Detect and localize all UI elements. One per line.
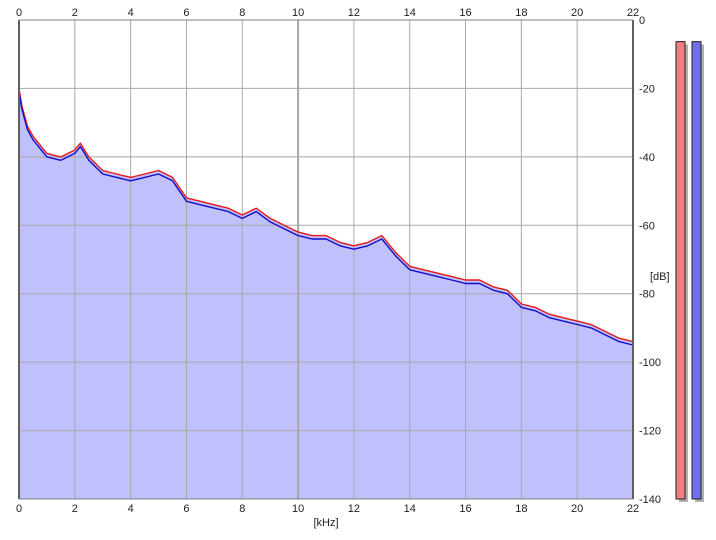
y-tick-label: -120 <box>639 426 661 438</box>
x-tick-label-bottom: 10 <box>292 503 304 515</box>
x-tick-label-top: 22 <box>627 7 639 19</box>
y-axis-label: [dB] <box>650 271 670 283</box>
x-tick-label-top: 4 <box>128 7 134 19</box>
series-group <box>18 88 634 346</box>
x-tick-label-top: 6 <box>183 7 189 19</box>
x-axis-label: [kHz] <box>313 517 338 529</box>
x-tick-label-top: 12 <box>348 7 360 19</box>
x-tick-label-bottom: 6 <box>183 503 189 515</box>
level-meter-2 <box>691 41 702 500</box>
x-tick-label-top: 18 <box>515 7 527 19</box>
y-tick-label: -40 <box>639 152 655 164</box>
x-tick-label-top: 14 <box>404 7 416 19</box>
x-tick-label-bottom: 8 <box>239 503 245 515</box>
x-tick-label-top: 8 <box>239 7 245 19</box>
y-tick-label: -140 <box>639 494 661 506</box>
x-tick-label-bottom: 4 <box>128 503 134 515</box>
level-meters <box>675 41 704 503</box>
x-tick-label-bottom: 22 <box>627 503 639 515</box>
y-tick-label: 0 <box>639 15 645 27</box>
x-tick-label-bottom: 20 <box>571 503 583 515</box>
x-tick-label-bottom: 12 <box>348 503 360 515</box>
y-tick-label: -20 <box>639 83 655 95</box>
axes: 002244668810101212141416161818202022220-… <box>16 7 661 515</box>
x-tick-label-bottom: 18 <box>515 503 527 515</box>
x-tick-label-top: 20 <box>571 7 583 19</box>
plot-area <box>19 20 633 500</box>
y-tick-label: -100 <box>639 357 661 369</box>
level-meter-1 <box>675 41 686 500</box>
x-tick-label-bottom: 2 <box>72 503 78 515</box>
x-tick-label-top: 10 <box>292 7 304 19</box>
x-tick-label-top: 2 <box>72 7 78 19</box>
series-line-2 <box>18 91 634 346</box>
y-tick-label: -80 <box>639 289 655 301</box>
x-tick-label-bottom: 14 <box>404 503 416 515</box>
y-tick-label: -60 <box>639 220 655 232</box>
series-line-1 <box>18 88 634 343</box>
x-tick-label-bottom: 0 <box>16 503 22 515</box>
x-tick-label-top: 16 <box>459 7 471 19</box>
x-tick-label-top: 0 <box>16 7 22 19</box>
x-tick-label-bottom: 16 <box>459 503 471 515</box>
